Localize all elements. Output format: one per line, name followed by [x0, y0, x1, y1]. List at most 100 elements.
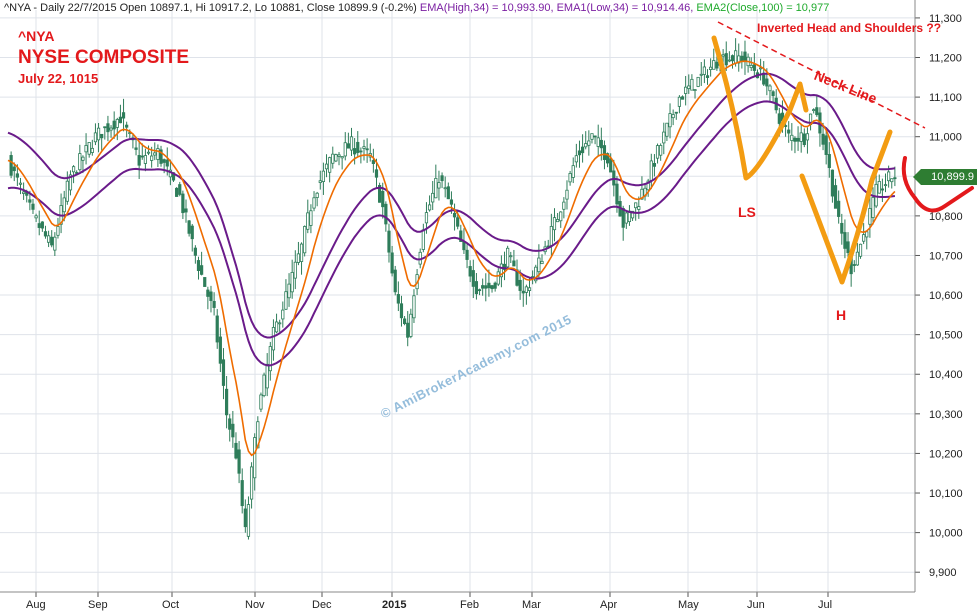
candle-body	[696, 76, 700, 87]
candle-body	[568, 173, 572, 183]
candle-body	[62, 197, 66, 213]
candle-body	[768, 85, 772, 92]
candle-body	[721, 54, 725, 57]
candle-body	[206, 289, 210, 297]
y-tick-label: 10,600	[929, 290, 963, 302]
candle-body	[284, 291, 288, 310]
chart-date: July 22, 1015	[18, 71, 99, 86]
candle-body	[715, 61, 719, 69]
y-tick-label: 10,400	[929, 369, 963, 381]
candle-body	[278, 322, 282, 325]
candle-body	[471, 270, 475, 287]
x-tick-label: Mar	[522, 599, 541, 611]
candle-body	[112, 120, 116, 130]
candle-body	[521, 290, 525, 294]
left-shoulder-stroke	[711, 35, 809, 181]
candle-body	[459, 230, 463, 242]
candle-body	[509, 255, 513, 258]
candle-body	[159, 149, 163, 164]
candle-body	[140, 155, 144, 158]
candle-body	[224, 388, 229, 416]
candle-body	[90, 147, 94, 153]
candle-body	[34, 215, 38, 219]
candle-body	[883, 184, 888, 187]
candle-body	[353, 148, 357, 155]
head-stroke	[799, 129, 893, 285]
candle-body	[349, 136, 354, 151]
candle-body	[434, 177, 438, 199]
candle-body	[231, 423, 235, 438]
candle-body	[452, 212, 457, 218]
candle-body	[187, 220, 191, 234]
index-name: NYSE COMPOSITE	[18, 47, 190, 68]
candle-body	[887, 171, 891, 182]
candle-body	[687, 85, 691, 89]
candle-body	[506, 247, 510, 268]
candle-body	[577, 150, 582, 156]
candle-body	[328, 157, 332, 173]
candle-body	[674, 111, 678, 114]
candle-body	[743, 51, 747, 63]
candle-body	[655, 145, 660, 159]
candle-body	[549, 226, 553, 246]
neck-line	[717, 21, 926, 129]
candle-body	[443, 187, 447, 190]
y-tick-label: 9,900	[929, 567, 957, 579]
candle-body	[334, 154, 338, 162]
candle-body	[193, 247, 197, 256]
candle-body	[437, 182, 441, 189]
candle-body	[84, 145, 88, 153]
candle-body	[659, 145, 663, 156]
candle-body	[830, 169, 835, 197]
candle-body	[596, 137, 600, 147]
candle-body	[53, 236, 57, 251]
candle-body	[234, 442, 238, 459]
candle-body	[324, 163, 329, 170]
candle-body	[752, 64, 756, 71]
x-tick-label: Oct	[162, 599, 179, 611]
candle-body	[303, 226, 307, 254]
candle-body	[65, 180, 69, 202]
candle-body	[630, 210, 635, 219]
candle-body	[71, 166, 76, 173]
candle-body	[574, 155, 578, 163]
candle-body	[777, 113, 781, 124]
candle-body	[593, 135, 597, 138]
pattern-title: Inverted Head and Shoulders ??	[757, 21, 942, 35]
left-shoulder-label: LS	[738, 204, 756, 220]
candle-body	[727, 59, 731, 62]
candle-body	[652, 163, 657, 167]
candle-body	[840, 222, 844, 234]
candle-body	[890, 178, 894, 183]
ticker-label: ^NYA	[18, 28, 55, 44]
candle-body	[271, 327, 276, 351]
candle-body	[474, 281, 479, 295]
y-tick-label: 10,000	[929, 528, 963, 540]
candle-body	[103, 126, 107, 129]
candle-body	[730, 55, 735, 62]
last-price-tag: 10,899.9	[913, 169, 977, 185]
candle-body	[409, 313, 413, 337]
candle-body	[146, 151, 151, 154]
candle-body	[562, 201, 566, 210]
candle-body	[15, 173, 19, 178]
candle-body	[624, 212, 628, 224]
candle-body	[609, 158, 613, 173]
candle-body	[702, 66, 706, 75]
projection-stroke	[901, 156, 974, 213]
candle-body	[43, 231, 48, 237]
candle-body	[665, 122, 669, 137]
x-tick-label: Nov	[245, 599, 265, 611]
candle-body	[502, 263, 507, 270]
candle-body	[28, 199, 32, 203]
candle-body	[527, 287, 532, 291]
candle-body	[31, 203, 35, 210]
candle-body	[649, 160, 653, 181]
candle-body	[824, 135, 828, 155]
candle-body	[343, 142, 347, 157]
chart-header: ^NYA - Daily 22/7/2015 Open 10897.1, Hi …	[4, 2, 829, 14]
candle-body	[299, 243, 304, 262]
y-tick-label: 11,200	[929, 53, 962, 65]
candle-body	[175, 187, 179, 197]
candle-body	[559, 211, 563, 222]
